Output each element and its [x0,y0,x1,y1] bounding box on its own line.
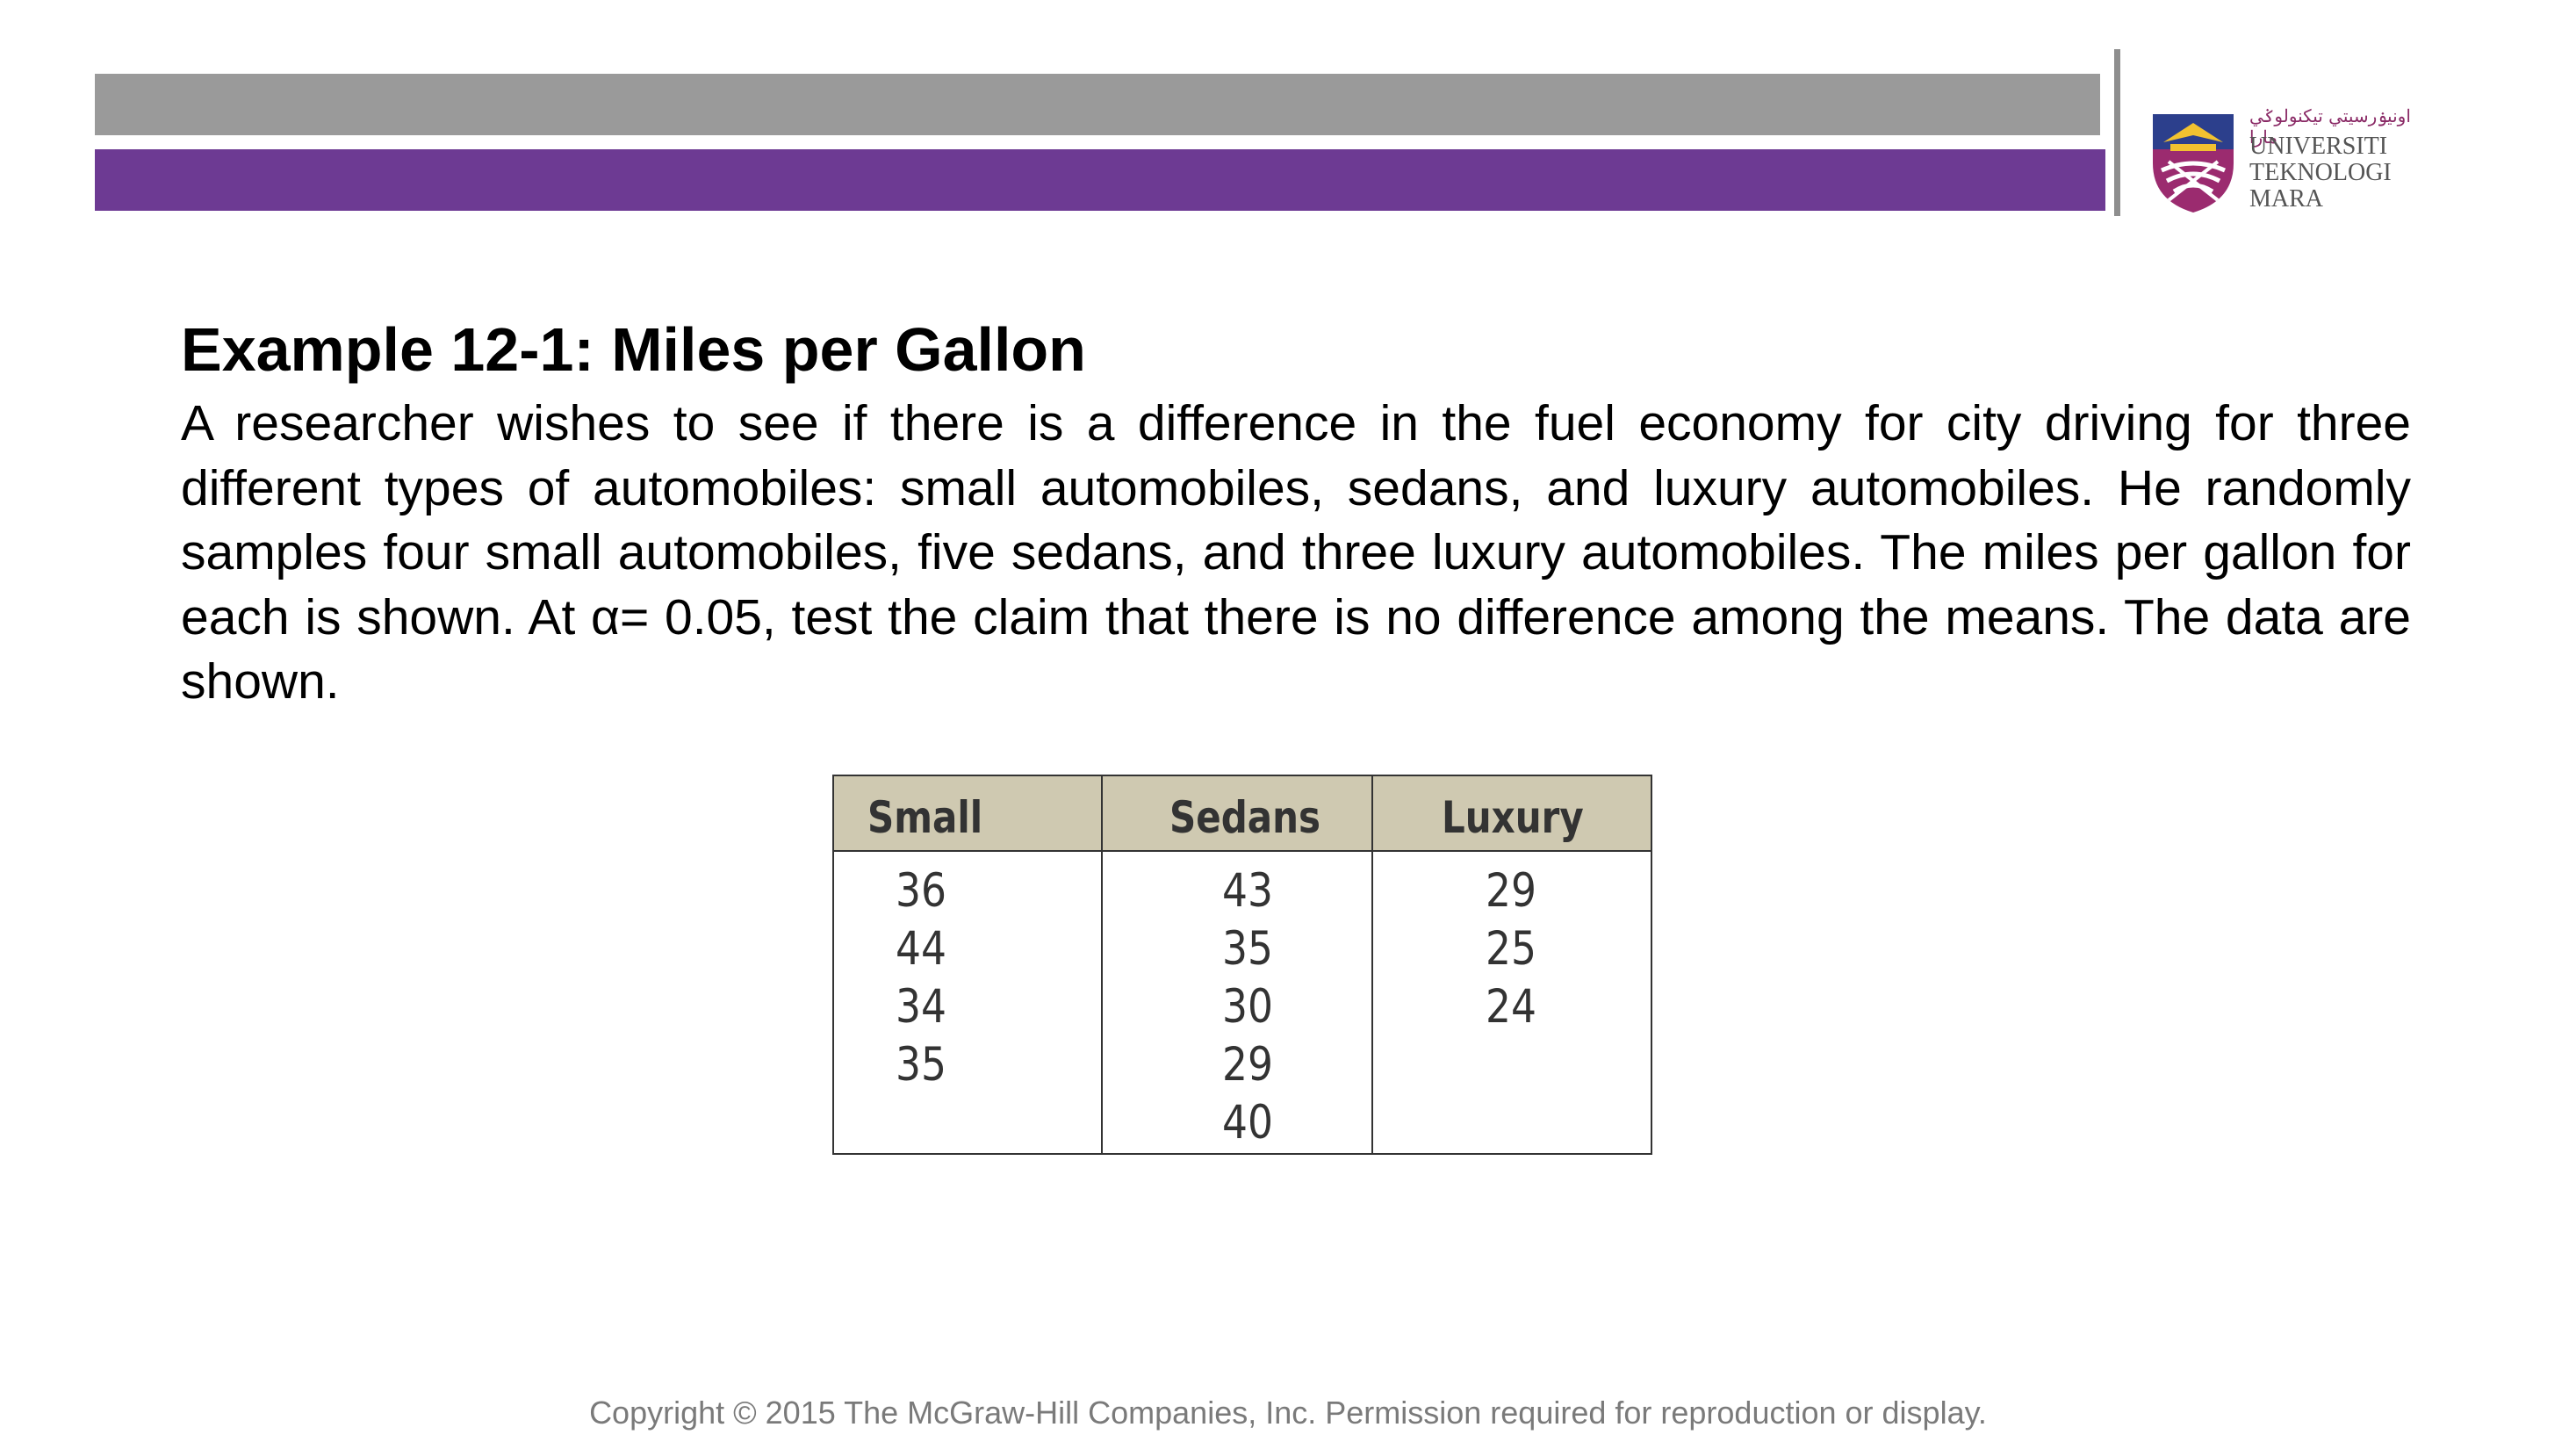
header-divider [2114,49,2120,216]
table-cell: 25 [1486,922,1537,976]
table-cell: 43 [1222,864,1274,918]
table-cell: 36 [896,864,947,918]
table-cell: 35 [896,1038,947,1092]
table-cell: 34 [896,980,947,1034]
column-header: Small [867,792,983,843]
table-column-luxury: Luxury 29 25 24 [1373,776,1651,1153]
column-values: 36 44 34 35 [896,862,946,1094]
column-values: 29 25 24 [1486,862,1536,1036]
logo-jawi-text: اونيۏرسيتي تيكنولوݢي مارا [2249,105,2411,148]
header-purple-bar [95,149,2105,211]
copyright-footer: Copyright © 2015 The McGraw-Hill Compani… [589,1395,1987,1431]
header-gray-bar [95,74,2100,135]
table-cell: 35 [1222,922,1274,976]
table-cell: 44 [896,922,947,976]
logo-wordmark: UNIVERSITI TEKNOLOGI MARA [2249,133,2392,213]
table-cell: 24 [1486,980,1537,1034]
table-column-sedans: Sedans 43 35 30 29 40 [1103,776,1373,1153]
logo-line: MARA [2249,185,2324,213]
table-cell: 29 [1486,864,1537,918]
logo-line: TEKNOLOGI [2249,159,2392,186]
table-cell: 29 [1222,1038,1274,1092]
problem-paragraph: A researcher wishes to see if there is a… [181,395,2411,710]
table-header-row [834,776,1651,852]
university-crest-icon [2153,114,2234,213]
table-cell: 40 [1222,1096,1274,1150]
column-header: Sedans [1169,792,1321,843]
logo-line: UNIVERSITI [2249,133,2388,160]
slide-title: Example 12-1: Miles per Gallon [181,315,1086,384]
table-column-small: Small 36 44 34 35 [834,776,1103,1153]
table-cell: 30 [1222,980,1274,1034]
column-header: Luxury [1442,792,1584,843]
data-table: Small 36 44 34 35 Sedans 43 35 30 29 40 … [832,775,1652,1155]
column-values: 43 35 30 29 40 [1222,862,1273,1152]
university-logo: اونيۏرسيتي تيكنولوݢي مارا UNIVERSITI TEK… [2148,105,2411,220]
